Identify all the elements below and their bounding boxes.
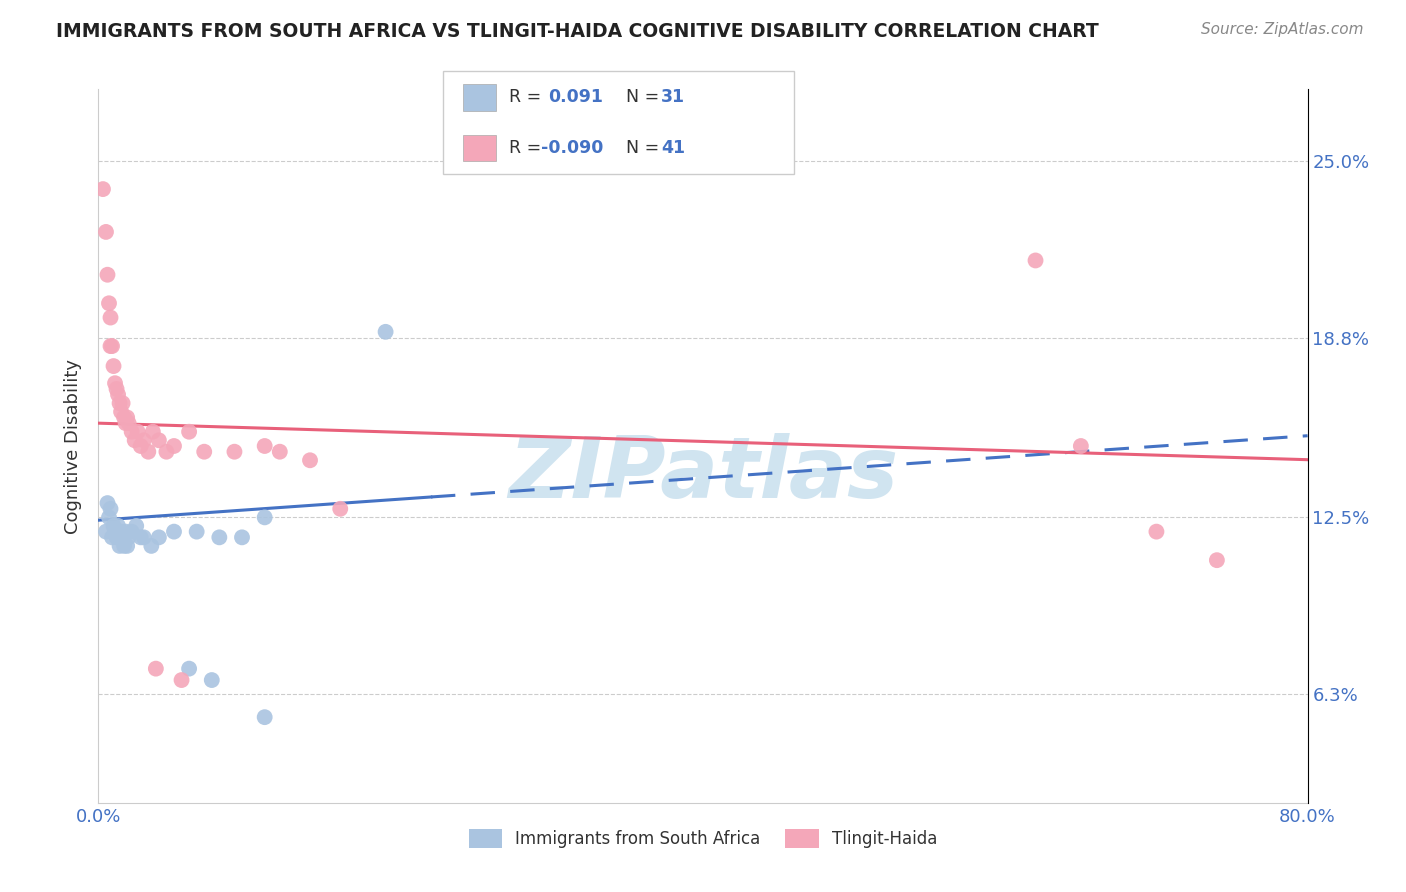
Point [141, 539, 163, 553]
Text: 0.091: 0.091 [548, 88, 603, 106]
Point [118, 416, 141, 430]
Point [201, 673, 224, 687]
Point [115, 539, 138, 553]
Point [124, 434, 146, 448]
Text: Source: ZipAtlas.com: Source: ZipAtlas.com [1201, 22, 1364, 37]
Point [145, 662, 167, 676]
Point [100, 310, 122, 325]
Legend: Immigrants from South Africa, Tlingit-Haida: Immigrants from South Africa, Tlingit-Ha… [461, 822, 945, 855]
Point [100, 339, 122, 353]
Point [193, 444, 215, 458]
Point [179, 425, 201, 439]
Point [107, 387, 129, 401]
Point [127, 425, 149, 439]
Point [103, 519, 125, 533]
Text: N =: N = [626, 139, 659, 157]
Text: -0.090: -0.090 [541, 139, 603, 157]
Point [163, 439, 186, 453]
Point [374, 325, 396, 339]
Text: R =: R = [509, 88, 541, 106]
Point [269, 444, 291, 458]
Y-axis label: Cognitive Disability: Cognitive Disability [65, 359, 83, 533]
Point [170, 673, 193, 687]
Point [1070, 439, 1092, 453]
Point [112, 410, 135, 425]
Point [104, 376, 127, 391]
Point [110, 405, 132, 419]
Point [111, 396, 134, 410]
Text: IMMIGRANTS FROM SOUTH AFRICA VS TLINGIT-HAIDA COGNITIVE DISABILITY CORRELATION C: IMMIGRANTS FROM SOUTH AFRICA VS TLINGIT-… [56, 22, 1099, 41]
Point [112, 539, 135, 553]
Point [142, 425, 165, 439]
Point [101, 530, 124, 544]
Point [136, 444, 159, 458]
Point [114, 416, 136, 430]
Point [129, 439, 152, 453]
Point [103, 359, 125, 373]
Point [110, 524, 132, 539]
Point [121, 425, 143, 439]
Point [125, 519, 148, 533]
Point [224, 444, 246, 458]
Point [132, 434, 155, 448]
Point [148, 434, 170, 448]
Point [96, 496, 118, 510]
Point [155, 444, 177, 458]
Text: R =: R = [509, 139, 541, 157]
Point [129, 530, 152, 544]
Point [115, 410, 138, 425]
Point [94, 225, 117, 239]
Point [108, 539, 131, 553]
Point [186, 524, 208, 539]
Point [1024, 253, 1046, 268]
Point [121, 524, 143, 539]
Point [208, 530, 231, 544]
Point [148, 530, 170, 544]
Point [1144, 524, 1167, 539]
Text: N =: N = [626, 88, 659, 106]
Point [98, 296, 121, 310]
Point [94, 524, 117, 539]
Point [253, 510, 276, 524]
Point [253, 439, 276, 453]
Point [91, 182, 114, 196]
Point [179, 662, 201, 676]
Point [132, 530, 155, 544]
Point [163, 524, 186, 539]
Point [101, 339, 124, 353]
Point [100, 501, 122, 516]
Text: ZIPatlas: ZIPatlas [508, 433, 898, 516]
Point [118, 530, 141, 544]
Point [111, 530, 134, 544]
Point [1206, 553, 1229, 567]
Point [98, 510, 121, 524]
Point [108, 396, 131, 410]
Point [253, 710, 276, 724]
Point [105, 530, 128, 544]
Point [96, 268, 118, 282]
Point [104, 524, 127, 539]
Point [231, 530, 253, 544]
Point [114, 524, 136, 539]
Point [107, 519, 129, 533]
Point [105, 382, 128, 396]
Text: 31: 31 [661, 88, 685, 106]
Text: 41: 41 [661, 139, 685, 157]
Point [329, 501, 352, 516]
Point [299, 453, 322, 467]
